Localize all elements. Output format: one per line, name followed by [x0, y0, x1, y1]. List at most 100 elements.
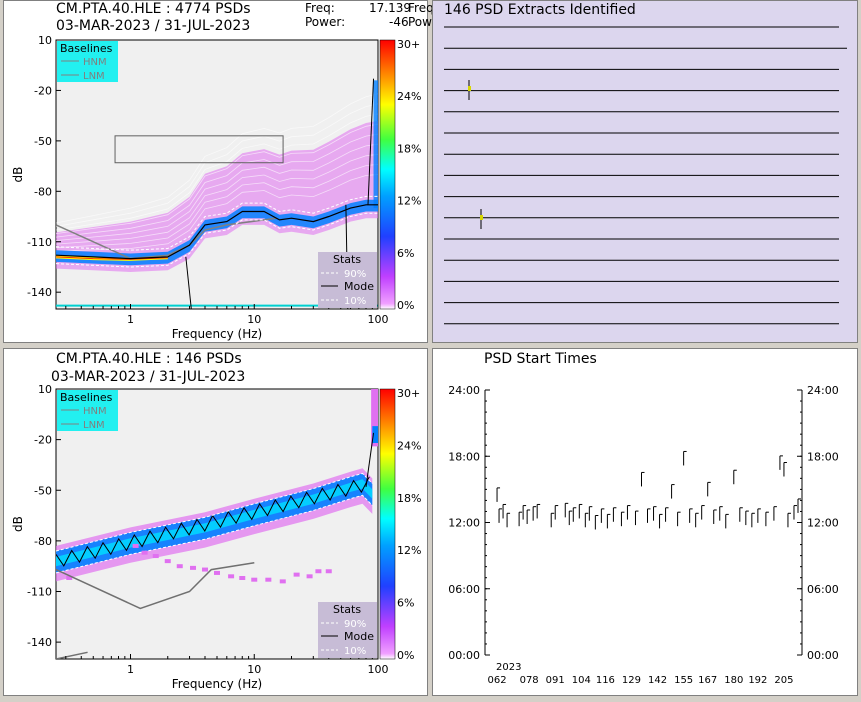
p10-legend-label: 10%: [344, 296, 366, 307]
y-tick-label: 06:00: [448, 583, 480, 596]
psd-spike-100hz: [371, 389, 378, 447]
mode-legend-label: Mode: [344, 630, 374, 643]
p90-legend-label: 90%: [344, 269, 366, 280]
y-tick-label: 10: [38, 383, 52, 396]
x-tick-label: 100: [368, 663, 389, 676]
stats-legend-title: Stats: [333, 253, 361, 266]
p90-legend-label: 90%: [344, 619, 366, 630]
stats-legend: [318, 602, 377, 658]
lnm-legend-label: LNM: [83, 420, 105, 431]
psd-outlier-dot: [141, 550, 148, 555]
ppsd-bottom-chart[interactable]: 10 -20 -50 -80 -110 -140 1 10 100 Frequency (Hz) d…: [4, 349, 427, 695]
freq-trunc: Freq: [408, 1, 434, 15]
extracts-title: 146 PSD Extracts Identified: [444, 2, 636, 18]
starttimes-chart[interactable]: 24:00 24:00 18:00 18:00 12:00 12:00 06:00 06:00…: [433, 349, 857, 695]
colorbar: [379, 39, 396, 310]
colorbar-tick-label: 0%: [397, 649, 414, 662]
colorbar-tick-label: 6%: [397, 247, 414, 260]
ppsd-top-chart[interactable]: 10 -20 -50 -80 -110 -140 1 10 100 Frequency (Hz) d…: [4, 1, 427, 342]
mode-rise-high: [367, 78, 375, 205]
y-tick-label-right: 06:00: [807, 583, 839, 596]
psd-streak: [56, 143, 378, 241]
psd-spike-100hz: [373, 80, 378, 209]
x-axis-label: Frequency (Hz): [172, 677, 263, 691]
psd-streak: [56, 103, 378, 227]
x-tick-label: 192: [748, 675, 767, 686]
psd-hot-core: [56, 256, 168, 260]
plot-content: [56, 389, 378, 659]
psd-streak: [56, 113, 378, 231]
psd-streak: [56, 93, 378, 224]
x-tick-label: 10: [247, 663, 261, 676]
y-tick-label-right: 12:00: [807, 517, 839, 530]
x-tick-label: 091: [546, 675, 565, 686]
psd-outlier-dot: [202, 567, 209, 572]
colorbar-tick-label: 30+: [397, 387, 420, 400]
colorbar-tick-label: 30+: [397, 38, 420, 51]
psd-outlier-dot: [190, 565, 197, 570]
starttimes-panel: PSD Start Times 24:00 24:00 18:00 18:00 12:0…: [432, 348, 858, 696]
x-year-label: 2023: [496, 662, 521, 673]
colorbar-tick-label: 18%: [397, 492, 421, 505]
psd-streak: [56, 164, 378, 249]
psd-spike-core: [372, 426, 378, 443]
ppsd-panel-top: CM.PTA.40.HLE : 4774 PSDs 03-MAR-2023 / …: [3, 0, 434, 343]
psd-outlier-dot: [164, 559, 171, 564]
extracts-panel: 146 PSD Extracts Identified: [432, 0, 858, 343]
hnm-legend-label: HNM: [83, 57, 107, 68]
extracts-chart[interactable]: [433, 1, 857, 342]
psd-sparse-cloud: [56, 120, 378, 272]
y-tick-label-right: 00:00: [807, 649, 839, 662]
mode-line: [56, 204, 378, 260]
starttimes-title: PSD Start Times: [484, 351, 597, 367]
y-tick-label: 18:00: [448, 450, 480, 463]
psd-outlier-dot: [239, 576, 246, 580]
extract-marker-highlight: [480, 215, 483, 220]
colorbar-tick-label: 6%: [397, 597, 414, 610]
hnm-legend-label: HNM: [83, 406, 107, 417]
y-tick-label: 24:00: [448, 384, 480, 397]
stats-legend: [318, 252, 377, 308]
x-tick-label: 155: [674, 675, 693, 686]
x-tick-label: 129: [622, 675, 641, 686]
x-tick-label: 180: [724, 675, 743, 686]
power-value: -46: [389, 15, 409, 29]
y-tick-label: -20: [34, 434, 52, 447]
x-tick-label: 205: [774, 675, 793, 686]
psd-outlier-dot: [325, 569, 332, 574]
psd-outlier-dot: [176, 564, 183, 569]
power-trunc: Pow: [408, 15, 432, 29]
x-tick-label: 062: [487, 675, 506, 686]
psd-outlier-dot: [279, 579, 286, 584]
noise-model-curve: [56, 562, 255, 610]
lnm-tail: [56, 651, 88, 659]
mode-drop-low: [185, 256, 192, 309]
mode-legend-label: Mode: [344, 280, 374, 293]
colorbar-tick-label: 24%: [397, 439, 421, 452]
ppsd-top-title: CM.PTA.40.HLE : 4774 PSDs: [56, 1, 251, 17]
x-tick-label: 167: [698, 675, 717, 686]
psd-dense-band: [56, 199, 378, 266]
x-tick-label: 104: [572, 675, 591, 686]
y-axis-label: dB: [11, 167, 25, 183]
y-tick-label: 00:00: [448, 649, 480, 662]
x-tick-label: 116: [596, 675, 615, 686]
y-tick-label: -110: [27, 236, 52, 249]
y-tick-label: -110: [27, 586, 52, 599]
ppsd-panel-bottom: CM.PTA.40.HLE : 146 PSDs 03-MAR-2023 / 3…: [3, 348, 428, 696]
y-axis-label: dB: [11, 516, 25, 532]
y-tick-label: -80: [34, 535, 52, 548]
x-tick-label: 1: [127, 663, 134, 676]
ppsd-bottom-daterange: 03-MAR-2023 / 31-JUL-2023: [51, 369, 246, 385]
lnm-legend-label: LNM: [83, 71, 105, 82]
psd-outlier-dot: [214, 570, 220, 575]
extract-marker-highlight: [468, 86, 471, 91]
x-tick-label: 142: [648, 675, 667, 686]
y-tick-label: -140: [27, 636, 52, 649]
power-label: Power:: [305, 15, 346, 29]
psd-outlier-dot: [152, 554, 159, 559]
mode-rise-high: [365, 432, 375, 487]
colorbar-tick-label: 0%: [397, 299, 414, 312]
colorbar-tick-label: 12%: [397, 195, 421, 208]
p10-legend-label: 10%: [344, 646, 366, 657]
